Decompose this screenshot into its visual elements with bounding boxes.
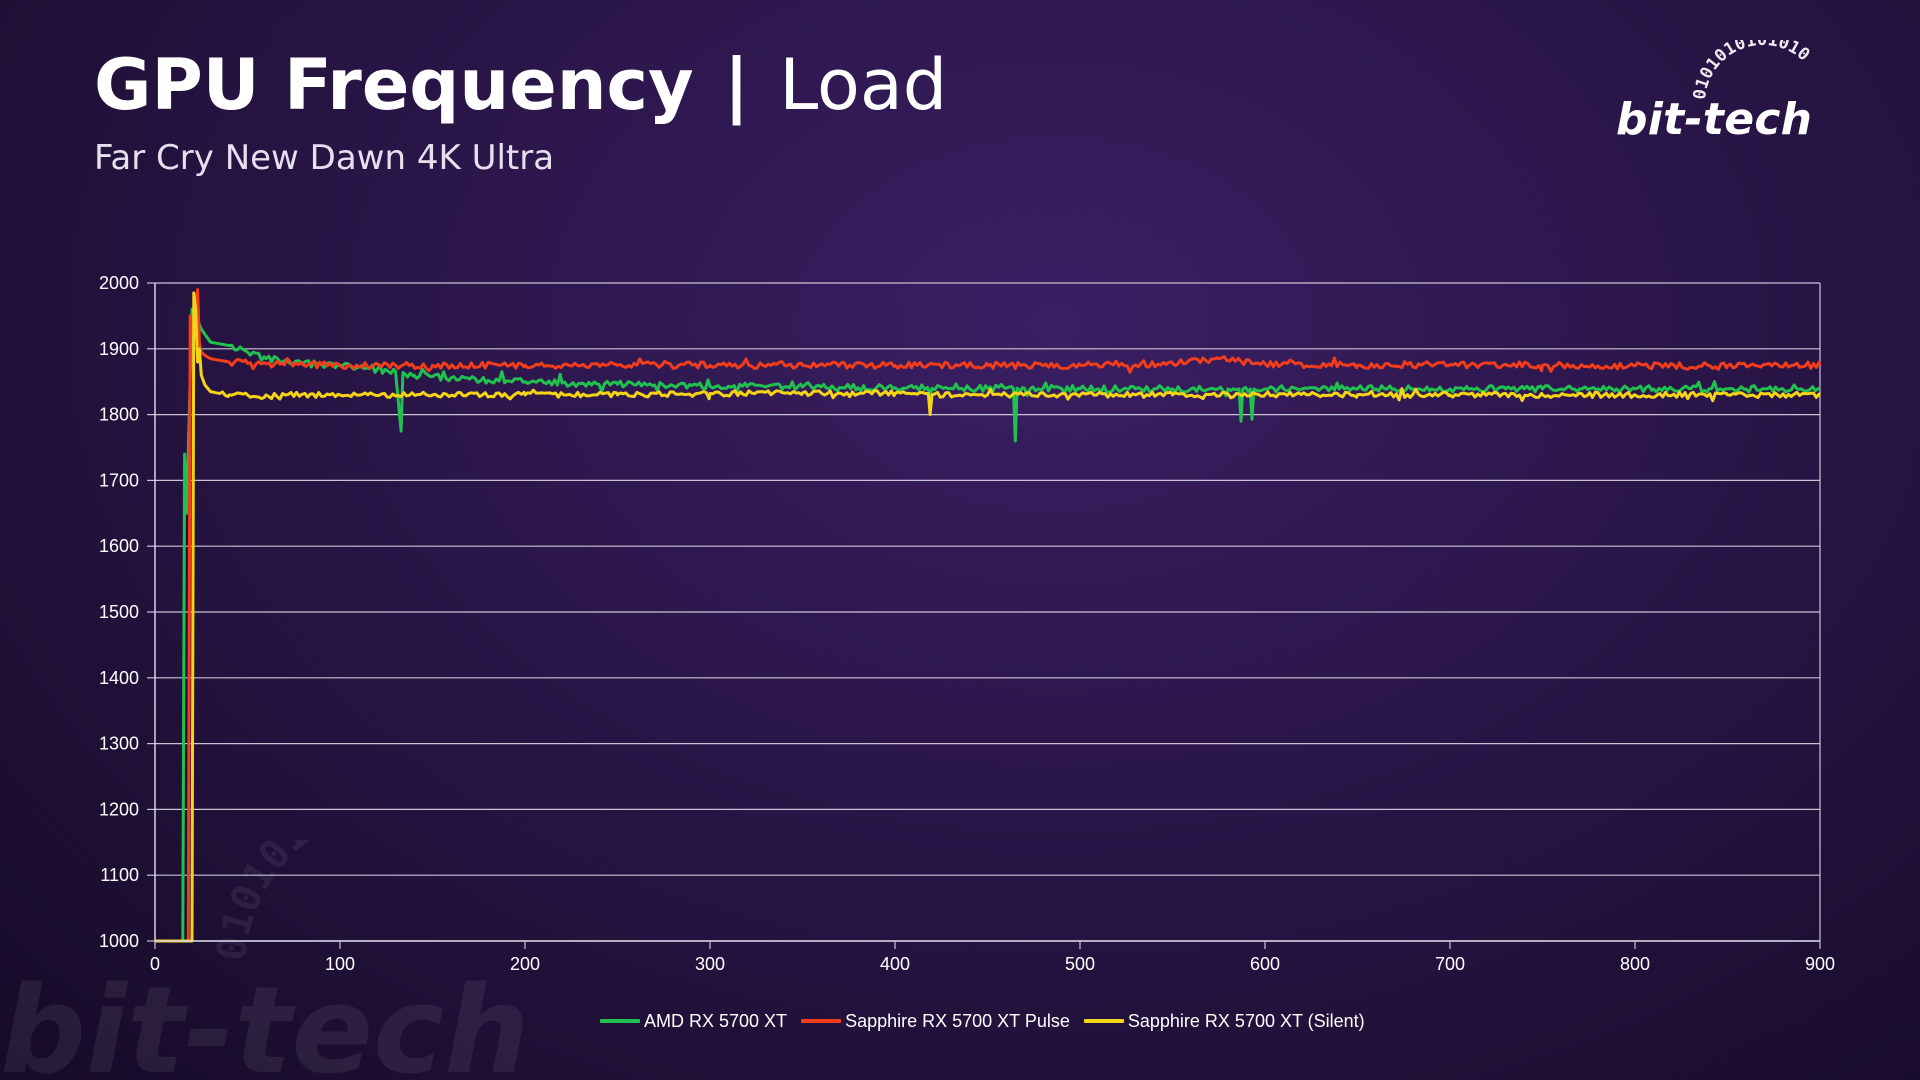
y-tick-label: 1800 (99, 405, 139, 425)
y-tick-label: 1300 (99, 734, 139, 754)
y-tick-label: 1500 (99, 602, 139, 622)
series-line (155, 288, 1822, 943)
grid-layer (155, 282, 1821, 942)
y-tick-label: 1000 (99, 931, 139, 951)
chart-title: GPU Frequency | Load (94, 40, 947, 130)
legend-item: Sapphire RX 5700 XT Pulse (801, 1011, 1070, 1032)
x-tick-label: 300 (695, 954, 725, 974)
chart-subtitle: Far Cry New Dawn 4K Ultra (94, 138, 555, 178)
watermark-text: bit-tech (0, 962, 530, 1080)
y-tick-label: 1400 (99, 668, 139, 688)
legend-item: Sapphire RX 5700 XT (Silent) (1083, 1010, 1365, 1032)
legend-swatch (801, 1019, 842, 1023)
title-main: GPU Frequency (94, 44, 694, 126)
legend-swatch (1083, 1019, 1124, 1023)
x-tick-label: 200 (510, 954, 540, 974)
title-sub: Load (779, 44, 948, 126)
y-tick-label: 1900 (99, 339, 139, 359)
x-tick-label: 100 (325, 954, 355, 974)
series-layer (155, 288, 1822, 943)
y-tick-label: 1200 (99, 799, 139, 819)
bit-tech-logo: 0101010101010 bit-tech (1616, 40, 1813, 145)
x-tick-label: 700 (1435, 954, 1465, 974)
legend-label: AMD RX 5700 XT (644, 1010, 788, 1031)
series-line (155, 291, 1821, 943)
x-tick-label: 400 (880, 954, 910, 974)
legend-label: Sapphire RX 5700 XT Pulse (845, 1010, 1070, 1031)
bit-tech-watermark: 0101010101010 bit-tech (0, 840, 530, 1080)
x-tick-label: 900 (1805, 954, 1835, 974)
legend-label: Sapphire RX 5700 XT (Silent) (1127, 1010, 1365, 1031)
series-line (155, 307, 1821, 943)
x-tick-label: 500 (1065, 954, 1095, 974)
x-tick-label: 0 (150, 954, 160, 974)
y-tick-label: 1600 (99, 536, 139, 556)
axis-layer: 1000110012001300140015001600170018001900… (99, 273, 1835, 974)
legend-item: AMD RX 5700 XT (600, 1011, 787, 1032)
x-tick-label: 600 (1250, 954, 1280, 974)
legend-swatch (600, 1019, 640, 1023)
logo-text: bit-tech (1616, 94, 1812, 145)
title-separator: | (723, 44, 750, 126)
chart-legend: AMD RX 5700 XT Sapphire RX 5700 XT Pulse S… (600, 1006, 1365, 1036)
x-tick-label: 800 (1620, 954, 1650, 974)
y-tick-label: 2000 (99, 273, 139, 293)
y-tick-label: 1100 (100, 865, 139, 885)
y-tick-label: 1700 (99, 470, 139, 490)
